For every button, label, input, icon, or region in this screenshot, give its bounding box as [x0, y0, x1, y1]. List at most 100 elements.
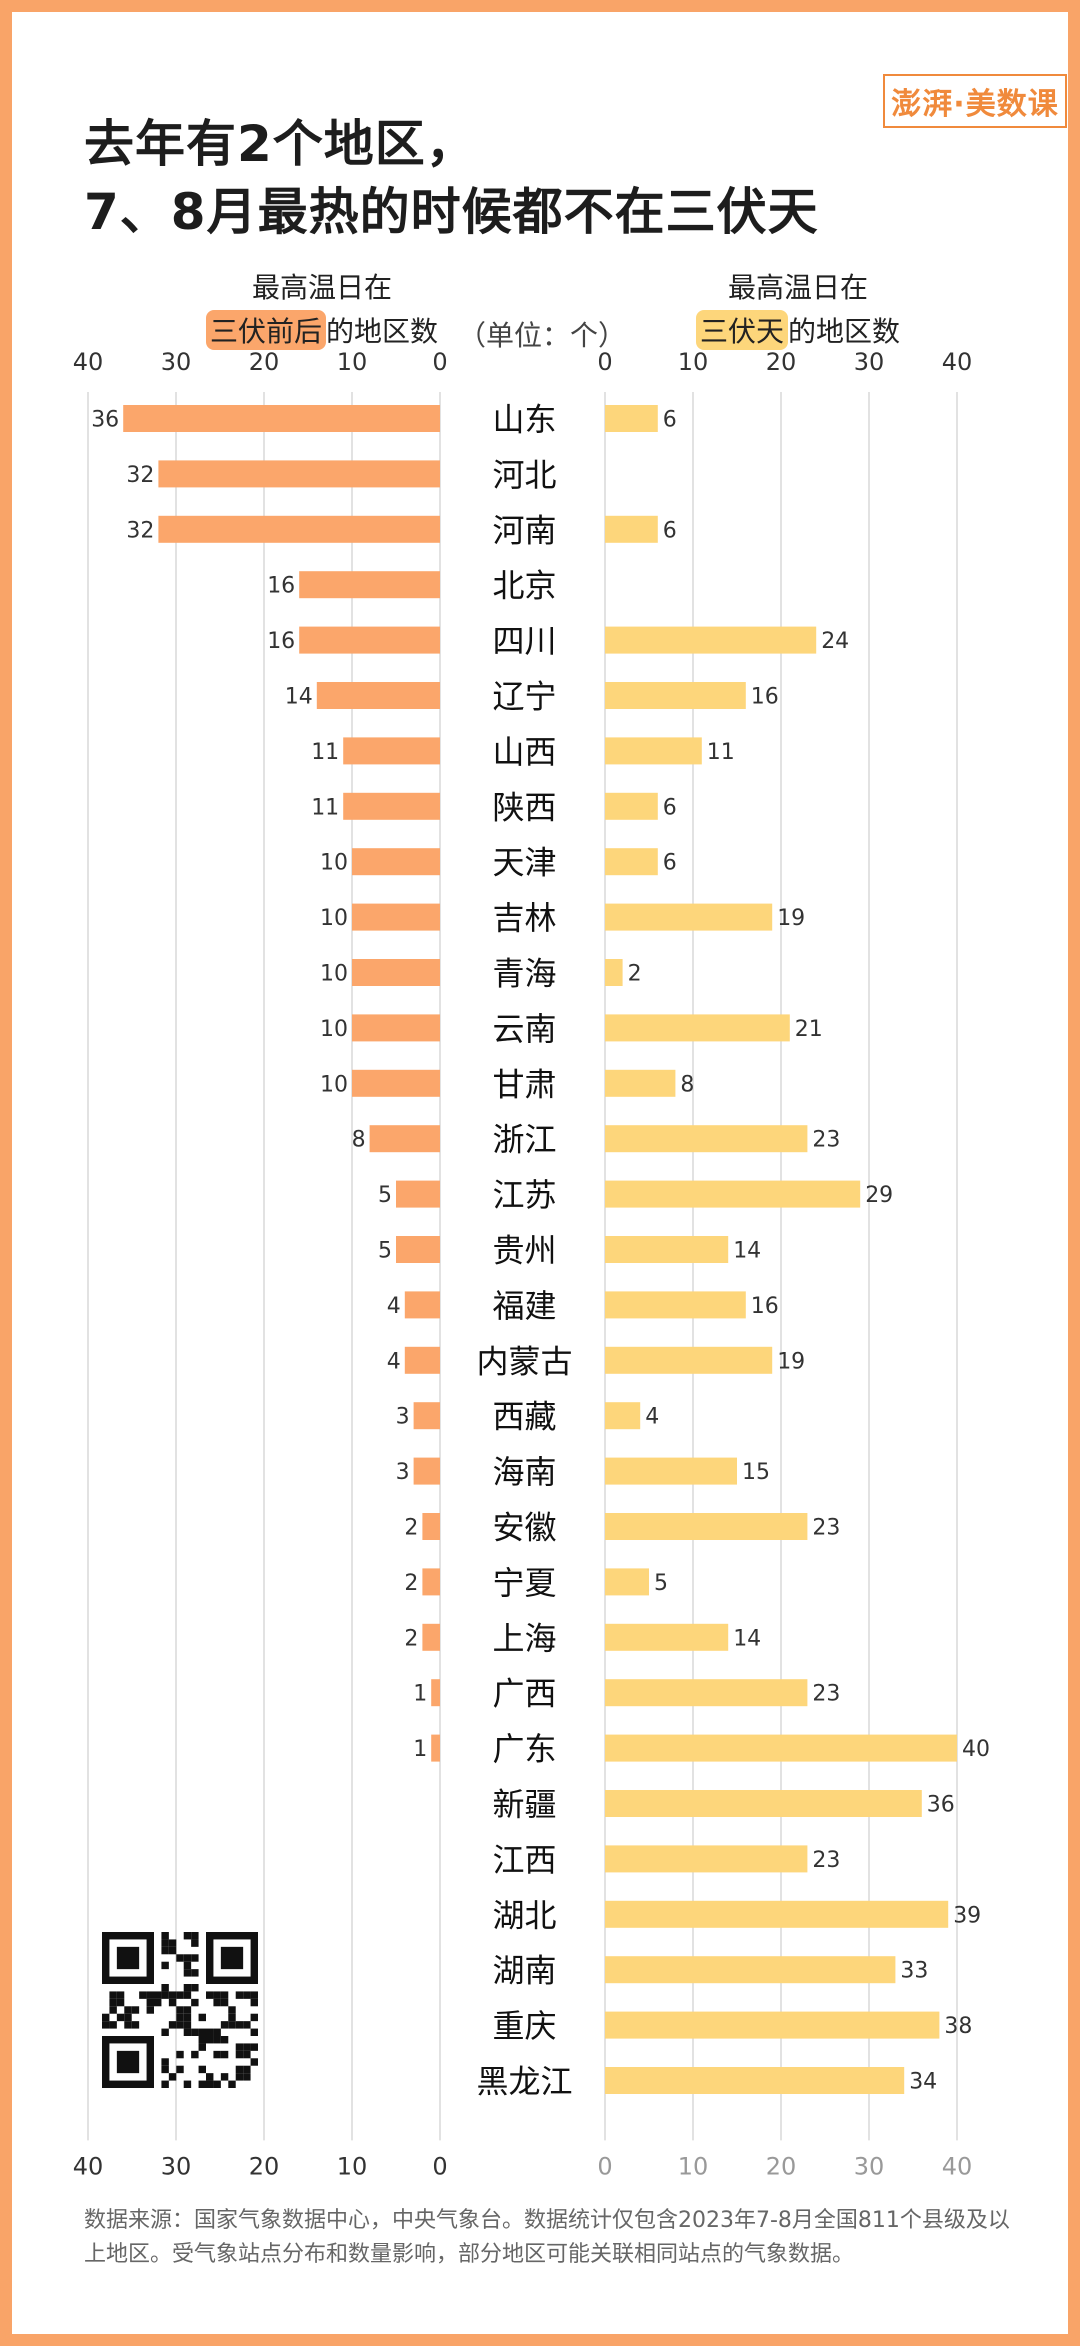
- category-label: 重庆: [492, 2007, 556, 2045]
- right-tick-label: 10: [678, 348, 709, 376]
- left-value-label: 2: [404, 1571, 418, 1596]
- left-value-label: 8: [352, 1128, 366, 1153]
- left-value-label: 10: [320, 962, 348, 987]
- right-value-label: 23: [812, 1848, 840, 1873]
- right-bar: [605, 1734, 957, 1762]
- right-tick-label: 20: [766, 348, 797, 376]
- category-label: 吉林: [492, 899, 556, 937]
- right-tick-label: 10: [678, 2152, 709, 2180]
- left-value-label: 32: [126, 463, 154, 488]
- left-bar: [352, 1014, 440, 1042]
- left-value-label: 10: [320, 1072, 348, 1097]
- right-value-label: 33: [900, 1959, 928, 1984]
- right-value-label: 24: [821, 629, 849, 654]
- left-tick-label: 10: [337, 348, 368, 376]
- left-value-label: 1: [413, 1737, 427, 1762]
- right-bar: [605, 1679, 808, 1707]
- right-bar: [605, 2067, 905, 2094]
- right-value-label: 14: [733, 1239, 761, 1264]
- left-tick-label: 40: [73, 2152, 104, 2180]
- right-value-label: 19: [777, 1349, 805, 1374]
- left-bar: [431, 1734, 440, 1762]
- category-label: 河北: [492, 456, 556, 494]
- left-tick-label: 40: [73, 348, 104, 376]
- category-label: 山东: [492, 401, 556, 439]
- right-bar: [605, 1236, 729, 1263]
- left-value-label: 11: [311, 740, 339, 765]
- right-value-label: 6: [663, 795, 677, 820]
- category-label: 北京: [492, 567, 556, 605]
- category-label: 辽宁: [492, 678, 556, 716]
- left-tick-label: 20: [249, 348, 280, 376]
- left-bar: [352, 959, 440, 986]
- left-bar: [431, 1679, 440, 1707]
- category-label: 天津: [492, 844, 556, 882]
- left-header-line1: 最高温日在: [251, 271, 392, 304]
- right-bar: [605, 626, 817, 654]
- right-bar: [605, 1790, 922, 1817]
- right-bar: [605, 959, 623, 986]
- category-label: 青海: [492, 955, 556, 993]
- left-value-label: 3: [396, 1460, 410, 1485]
- right-bar: [605, 682, 746, 709]
- category-label: 福建: [492, 1287, 556, 1325]
- right-bar: [605, 792, 658, 820]
- left-value-label: 36: [91, 408, 119, 433]
- card: 澎湃·美数课 去年有2个地区， 7、8月最热的时候都不在三伏天 最高温日在 三伏…: [12, 12, 1068, 2334]
- right-value-label: 40: [962, 1737, 990, 1762]
- left-bar: [299, 571, 440, 599]
- left-bar: [404, 1291, 440, 1319]
- left-value-label: 10: [320, 906, 348, 931]
- left-bar: [404, 1346, 440, 1374]
- category-label: 安徽: [492, 1509, 556, 1547]
- right-bar: [605, 848, 658, 876]
- left-value-label: 2: [404, 1626, 418, 1651]
- left-bar: [396, 1236, 440, 1263]
- left-bar: [316, 682, 440, 709]
- right-bar: [605, 903, 773, 931]
- left-value-label: 4: [387, 1349, 401, 1374]
- right-bar: [605, 2011, 940, 2039]
- left-tick-label: 20: [249, 2152, 280, 2180]
- right-bar: [605, 1513, 808, 1540]
- left-value-label: 16: [267, 629, 295, 654]
- right-value-label: 34: [909, 2070, 937, 2095]
- left-bar: [422, 1568, 440, 1596]
- category-label: 广西: [492, 1675, 556, 1713]
- right-value-label: 23: [812, 1682, 840, 1707]
- right-bar: [605, 1956, 896, 1984]
- right-bar: [605, 1014, 790, 1042]
- right-tick-label: 30: [854, 2152, 885, 2180]
- right-value-label: 4: [645, 1405, 659, 1430]
- brand-logo: 澎湃·美数课: [883, 74, 1067, 128]
- category-label: 黑龙江: [476, 2063, 572, 2101]
- left-bar: [369, 1125, 440, 1153]
- right-bar: [605, 1125, 808, 1153]
- right-bar: [605, 1623, 729, 1651]
- right-value-label: 39: [953, 1903, 981, 1928]
- right-value-label: 23: [812, 1516, 840, 1541]
- left-value-label: 16: [267, 574, 295, 599]
- right-tick-label: 40: [942, 2152, 973, 2180]
- category-label: 山西: [492, 733, 556, 771]
- left-bar: [396, 1180, 440, 1208]
- right-value-label: 21: [795, 1017, 823, 1042]
- left-tick-label: 10: [337, 2152, 368, 2180]
- left-bar: [352, 848, 440, 876]
- category-label: 广东: [492, 1730, 556, 1768]
- left-value-label: 32: [126, 518, 154, 543]
- right-bar: [605, 1291, 746, 1319]
- left-header-rest: 的地区数: [326, 315, 439, 348]
- category-label: 贵州: [492, 1232, 556, 1270]
- left-value-label: 2: [404, 1516, 418, 1541]
- left-value-label: 10: [320, 1017, 348, 1042]
- right-bar: [605, 1568, 649, 1596]
- category-label: 江苏: [492, 1176, 556, 1214]
- right-value-label: 6: [663, 408, 677, 433]
- right-value-label: 15: [742, 1460, 770, 1485]
- left-tick-label: 30: [161, 348, 192, 376]
- title-line-1: 去年有2个地区，: [84, 115, 477, 173]
- category-label: 湖南: [492, 1952, 556, 1990]
- title-line-2: 7、8月最热的时候都不在三伏天: [84, 183, 819, 241]
